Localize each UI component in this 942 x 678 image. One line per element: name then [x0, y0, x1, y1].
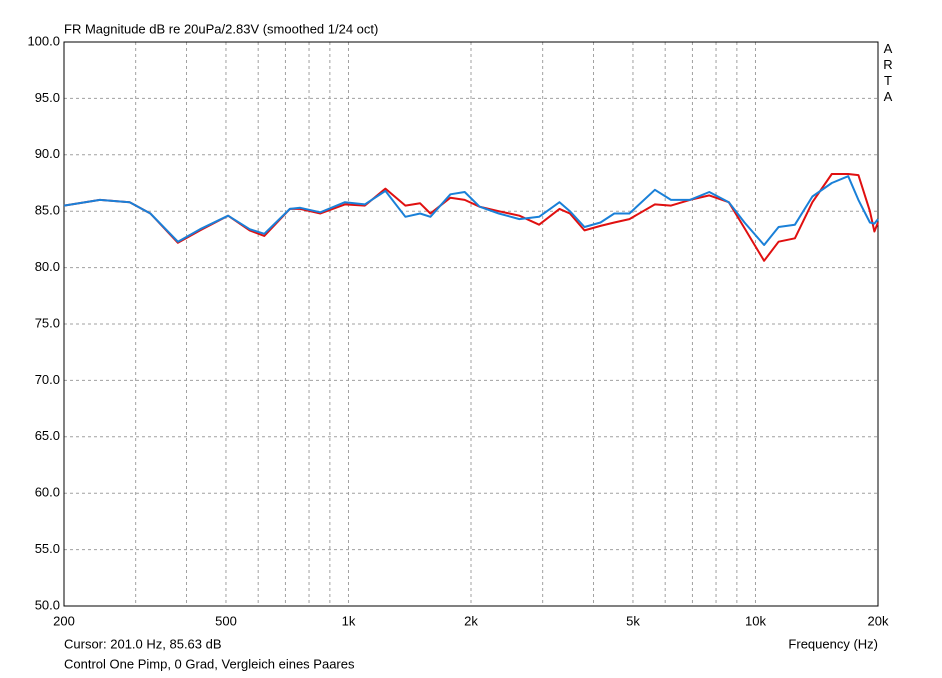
y-tick-label: 75.0 [35, 315, 60, 330]
chart-title: FR Magnitude dB re 20uPa/2.83V (smoothed… [64, 21, 378, 36]
y-tick-label: 95.0 [35, 90, 60, 105]
y-tick-label: 50.0 [35, 597, 60, 612]
cursor-readout: Cursor: 201.0 Hz, 85.63 dB [64, 636, 222, 651]
x-tick-label: 500 [215, 613, 237, 628]
x-axis-label: Frequency (Hz) [788, 636, 878, 651]
y-tick-label: 70.0 [35, 372, 60, 387]
y-tick-label: 100.0 [27, 33, 60, 48]
y-tick-label: 60.0 [35, 485, 60, 500]
series-line [63, 175, 879, 246]
footer: Control One Pimp, 0 Grad, Vergleich eine… [64, 656, 355, 671]
y-tick-label: 90.0 [35, 146, 60, 161]
x-tick-label: 2k [464, 613, 478, 628]
y-tick-label: 55.0 [35, 541, 60, 556]
x-tick-label: 10k [745, 613, 766, 628]
plot-border [63, 41, 879, 607]
series-line [63, 173, 879, 262]
x-tick-label: 1k [342, 613, 356, 628]
y-tick-label: 65.0 [35, 428, 60, 443]
y-tick-label: 80.0 [35, 259, 60, 274]
x-tick-label: 20k [868, 613, 889, 628]
x-tick-label: 5k [626, 613, 640, 628]
y-tick-label: 85.0 [35, 203, 60, 218]
x-tick-label: 200 [53, 613, 75, 628]
